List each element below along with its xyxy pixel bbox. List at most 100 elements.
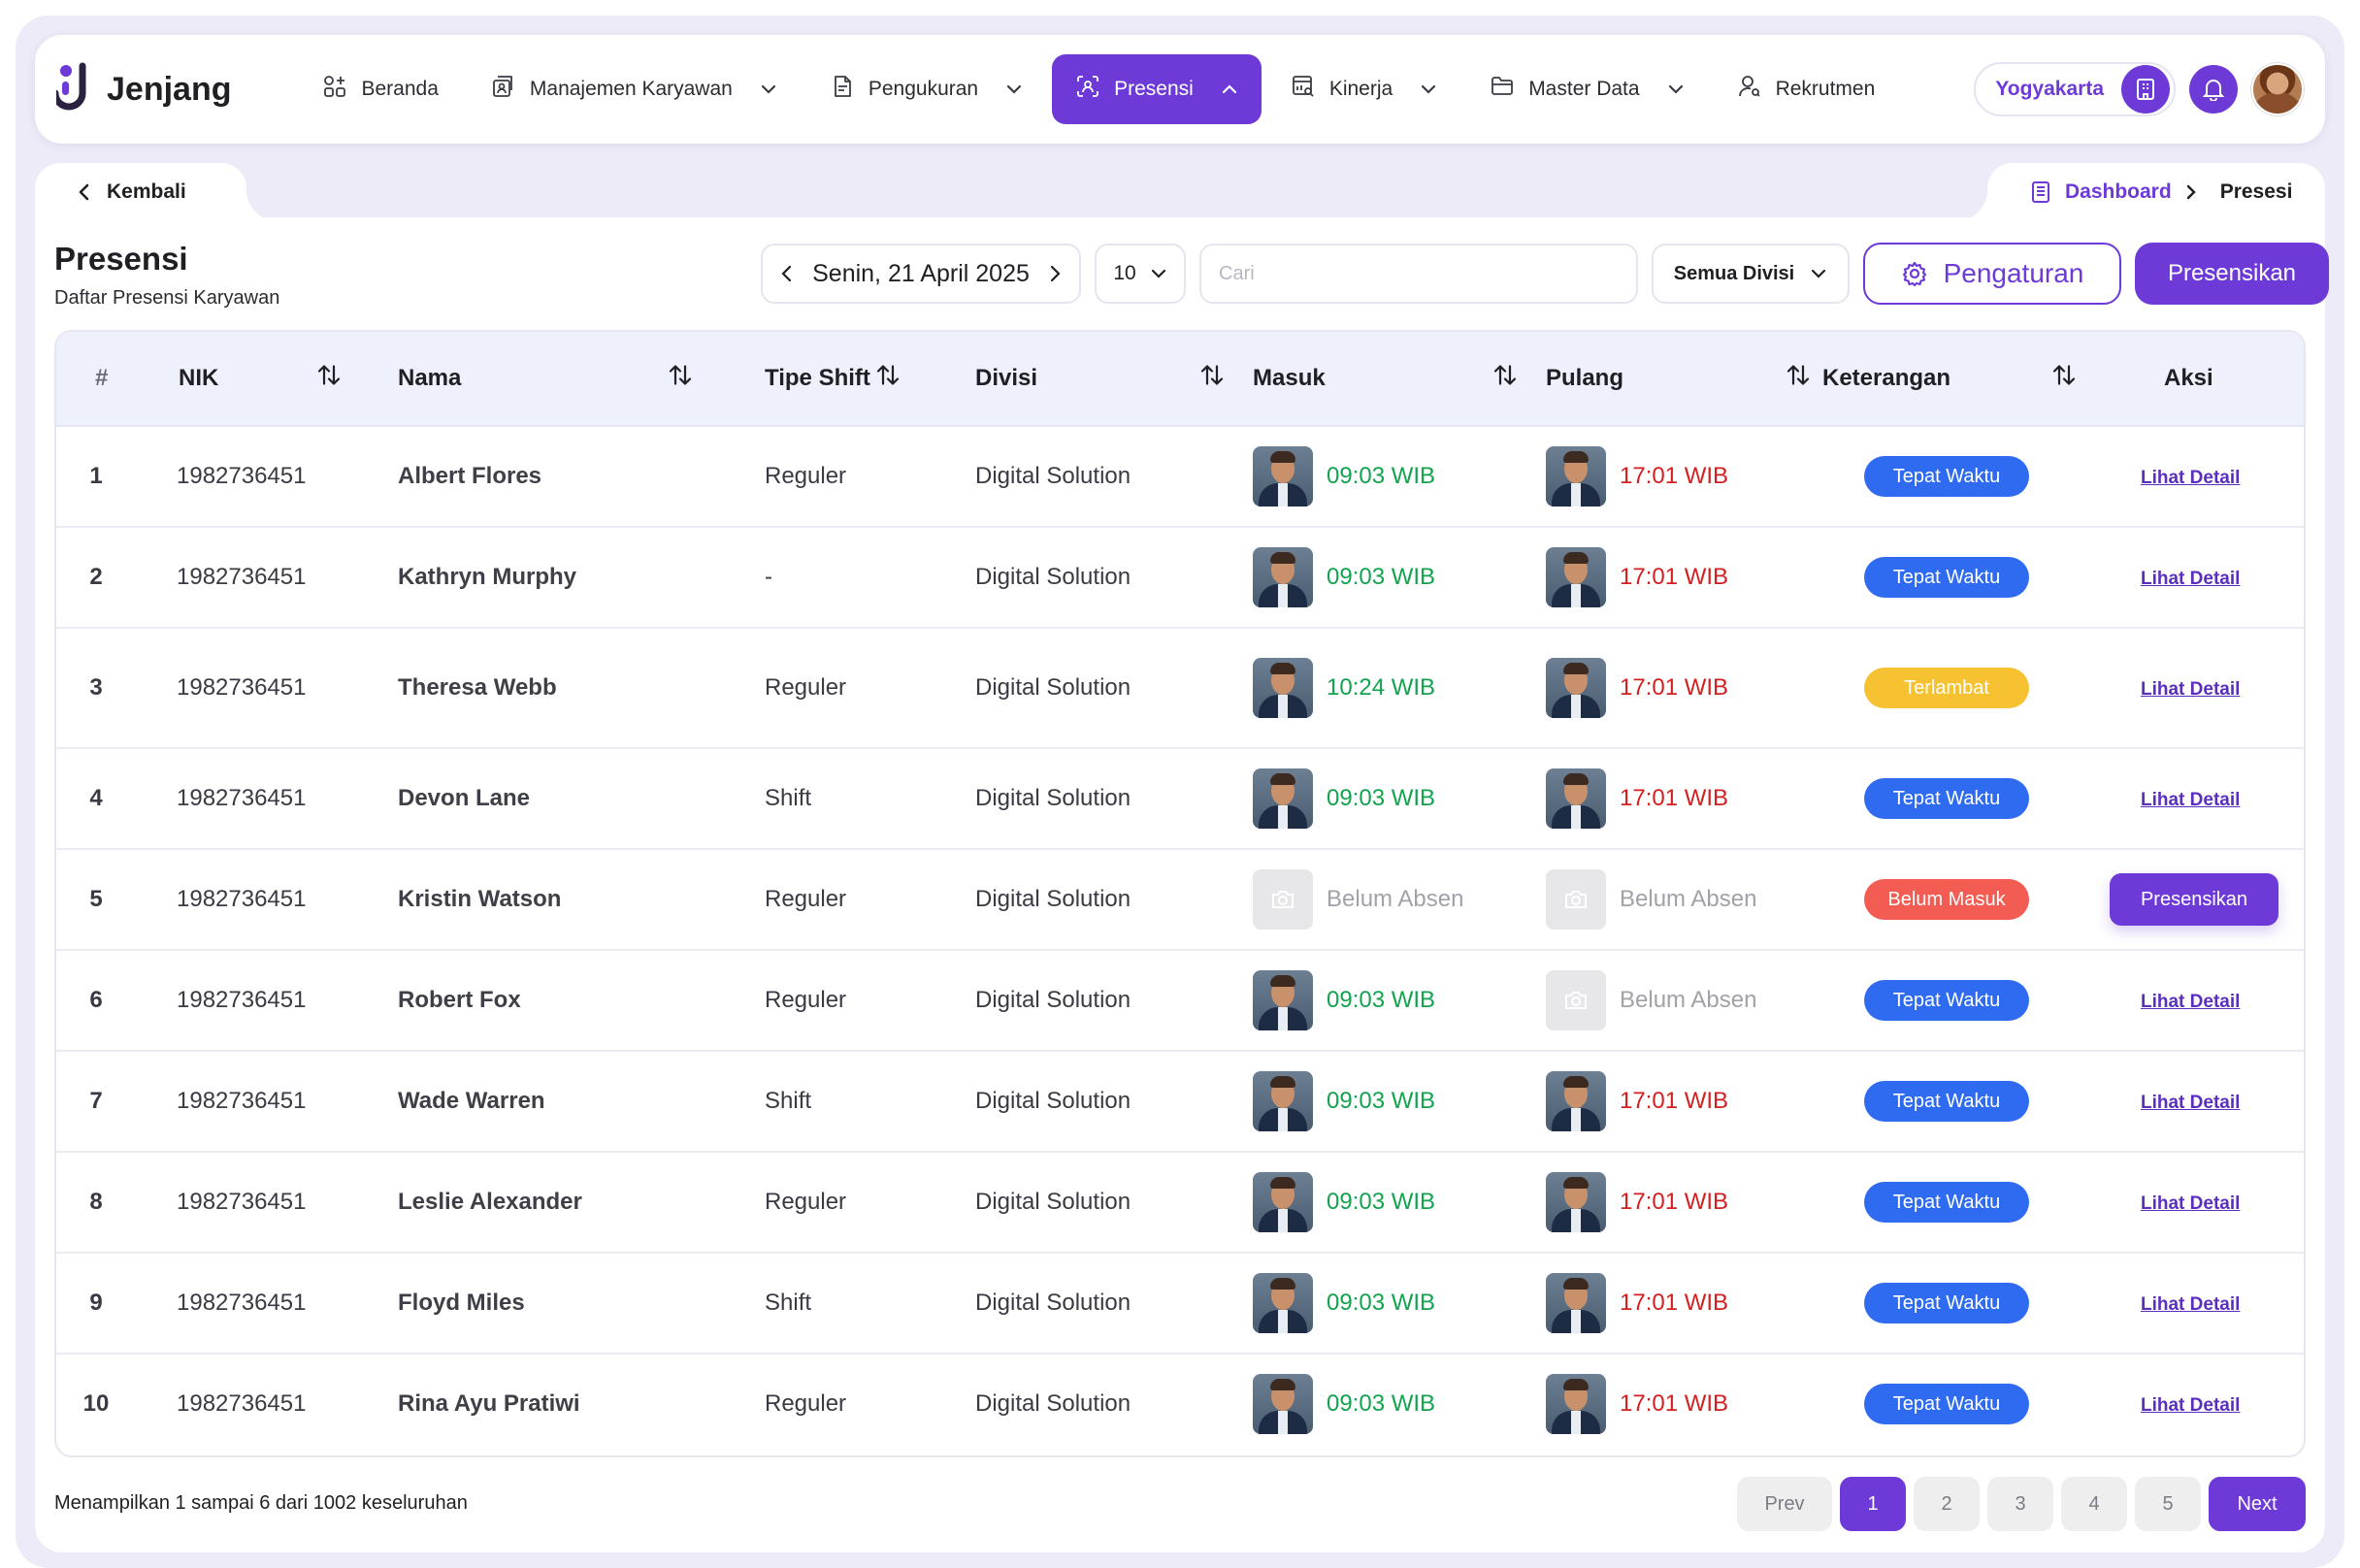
sort-icon[interactable]: [1786, 363, 1811, 395]
attendance-photo[interactable]: [1253, 1374, 1313, 1434]
view-detail-link[interactable]: Lihat Detail: [2141, 992, 2241, 1012]
sort-icon[interactable]: [2051, 363, 2077, 395]
column-header[interactable]: Keterangan: [1822, 365, 1951, 391]
page-button-1[interactable]: 1: [1840, 1477, 1906, 1531]
table-row: 6 1982736451 Robert Fox Reguler Digital Solu…: [56, 951, 2304, 1052]
pagination-summary: Menampilkan 1 sampai 6 dari 1002 keselur…: [54, 1492, 468, 1514]
sort-icon[interactable]: [316, 363, 342, 395]
nav-item-beranda[interactable]: Beranda: [299, 54, 461, 124]
action-cell: Lihat Detail: [2141, 564, 2240, 591]
view-detail-link[interactable]: Lihat Detail: [2141, 1294, 2241, 1315]
sort-icon[interactable]: [1492, 363, 1518, 395]
nav-item-manajemen-karyawan[interactable]: Manajemen Karyawan: [468, 54, 801, 124]
clock-in-cell: 09:03 WIB: [1253, 446, 1435, 506]
sort-icon[interactable]: [1199, 363, 1225, 395]
page-button-3[interactable]: 3: [1987, 1477, 2053, 1531]
location-label: Yogyakarta: [1995, 78, 2104, 100]
presensikan-button[interactable]: Presensikan: [2135, 243, 2329, 305]
per-page-select[interactable]: 10: [1095, 244, 1186, 304]
table-row: 5 1982736451 Kristin Watson Reguler Digital …: [56, 850, 2304, 951]
nik-cell: 1982736451: [177, 1189, 307, 1215]
gear-icon: [1902, 261, 1926, 287]
view-detail-link[interactable]: Lihat Detail: [2141, 468, 2241, 488]
attendance-photo[interactable]: [1253, 1071, 1313, 1131]
bell-icon[interactable]: [2189, 65, 2238, 114]
avatar[interactable]: [2251, 63, 2304, 115]
attendance-photo[interactable]: [1546, 446, 1606, 506]
attendance-photo[interactable]: [1253, 1172, 1313, 1232]
status-badge: Terlambat: [1864, 668, 2029, 708]
search-field[interactable]: [1199, 244, 1638, 304]
page-button-5[interactable]: 5: [2135, 1477, 2201, 1531]
back-button[interactable]: Kembali: [35, 163, 279, 221]
attendance-photo[interactable]: [1546, 658, 1606, 718]
presensikan-row-button[interactable]: Presensikan: [2110, 873, 2278, 926]
nav-item-kinerja[interactable]: Kinerja: [1267, 54, 1460, 124]
status-cell: Tepat Waktu: [1864, 1283, 2029, 1323]
page-button-4[interactable]: 4: [2061, 1477, 2127, 1531]
attendance-photo[interactable]: [1253, 446, 1313, 506]
attendance-photo[interactable]: [1253, 768, 1313, 829]
column-header[interactable]: NIK: [179, 365, 219, 391]
status-cell: Belum Masuk: [1864, 879, 2029, 920]
view-detail-link[interactable]: Lihat Detail: [2141, 1093, 2241, 1113]
shift-cell: Shift: [765, 1088, 812, 1114]
prev-page-button[interactable]: Prev: [1737, 1477, 1832, 1531]
nav-item-pengukuran[interactable]: Pengukuran: [806, 54, 1046, 124]
nav-item-rekrutmen[interactable]: Rekrutmen: [1714, 54, 1899, 124]
chevron-left-icon[interactable]: [780, 264, 794, 283]
search-input[interactable]: [1219, 262, 1619, 285]
view-detail-link[interactable]: Lihat Detail: [2141, 1193, 2241, 1214]
nav-item-label: Manajemen Karyawan: [529, 78, 733, 100]
building-icon[interactable]: [2121, 65, 2170, 114]
column-header[interactable]: Masuk: [1253, 365, 1326, 391]
attendance-photo[interactable]: [1253, 547, 1313, 607]
division-cell: Digital Solution: [975, 1189, 1131, 1215]
attendance-photo[interactable]: [1546, 768, 1606, 829]
employee-name: Robert Fox: [398, 987, 521, 1013]
clock-in-cell: 09:03 WIB: [1253, 1273, 1435, 1333]
division-cell: Digital Solution: [975, 1088, 1131, 1114]
clock-out-cell: 17:01 WIB: [1546, 1172, 1728, 1232]
shift-cell: Reguler: [765, 1390, 847, 1417]
brand[interactable]: Jenjang: [51, 62, 231, 116]
attendance-photo[interactable]: [1253, 970, 1313, 1030]
view-detail-link[interactable]: Lihat Detail: [2141, 790, 2241, 810]
table-row: 10 1982736451 Rina Ayu Pratiwi Reguler Digit…: [56, 1355, 2304, 1454]
nav-item-label: Master Data: [1528, 78, 1640, 100]
page-button-2[interactable]: 2: [1914, 1477, 1980, 1531]
table-row: 2 1982736451 Kathryn Murphy - Digital Soluti…: [56, 528, 2304, 629]
view-detail-link[interactable]: Lihat Detail: [2141, 1395, 2241, 1416]
time-value: 09:03 WIB: [1327, 785, 1436, 811]
time-value: 09:03 WIB: [1327, 564, 1436, 590]
attendance-photo[interactable]: [1546, 1273, 1606, 1333]
clock-in-cell: 09:03 WIB: [1253, 547, 1435, 607]
breadcrumb: Dashboard Presesi: [1954, 163, 2325, 221]
status-badge: Tepat Waktu: [1864, 1283, 2029, 1323]
attendance-photo[interactable]: [1546, 1374, 1606, 1434]
view-detail-link[interactable]: Lihat Detail: [2141, 679, 2241, 700]
attendance-photo[interactable]: [1546, 1071, 1606, 1131]
attendance-photo[interactable]: [1253, 1273, 1313, 1333]
column-header[interactable]: Tipe Shift: [765, 365, 870, 391]
chevron-down-icon: [1667, 78, 1685, 101]
column-header[interactable]: Pulang: [1546, 365, 1624, 391]
attendance-photo[interactable]: [1546, 1172, 1606, 1232]
chevron-right-icon[interactable]: [1048, 264, 1062, 283]
nav-item-presensi[interactable]: Presensi: [1052, 54, 1262, 124]
attendance-photo[interactable]: [1253, 658, 1313, 718]
next-page-button[interactable]: Next: [2209, 1477, 2306, 1531]
settings-button[interactable]: Pengaturan: [1863, 243, 2121, 305]
sort-icon[interactable]: [875, 363, 901, 395]
column-header[interactable]: Nama: [398, 365, 462, 391]
location-selector[interactable]: Yogyakarta: [1974, 62, 2176, 116]
sort-icon[interactable]: [668, 363, 693, 395]
time-value: 17:01 WIB: [1620, 1290, 1729, 1316]
division-select[interactable]: Semua Divisi: [1652, 244, 1850, 304]
nav-item-master-data[interactable]: Master Data: [1466, 54, 1707, 124]
view-detail-link[interactable]: Lihat Detail: [2141, 569, 2241, 589]
column-header[interactable]: Divisi: [975, 365, 1038, 391]
attendance-photo[interactable]: [1546, 547, 1606, 607]
date-picker[interactable]: Senin, 21 April 2025: [761, 244, 1081, 304]
breadcrumb-dashboard[interactable]: Dashboard: [2065, 180, 2172, 203]
